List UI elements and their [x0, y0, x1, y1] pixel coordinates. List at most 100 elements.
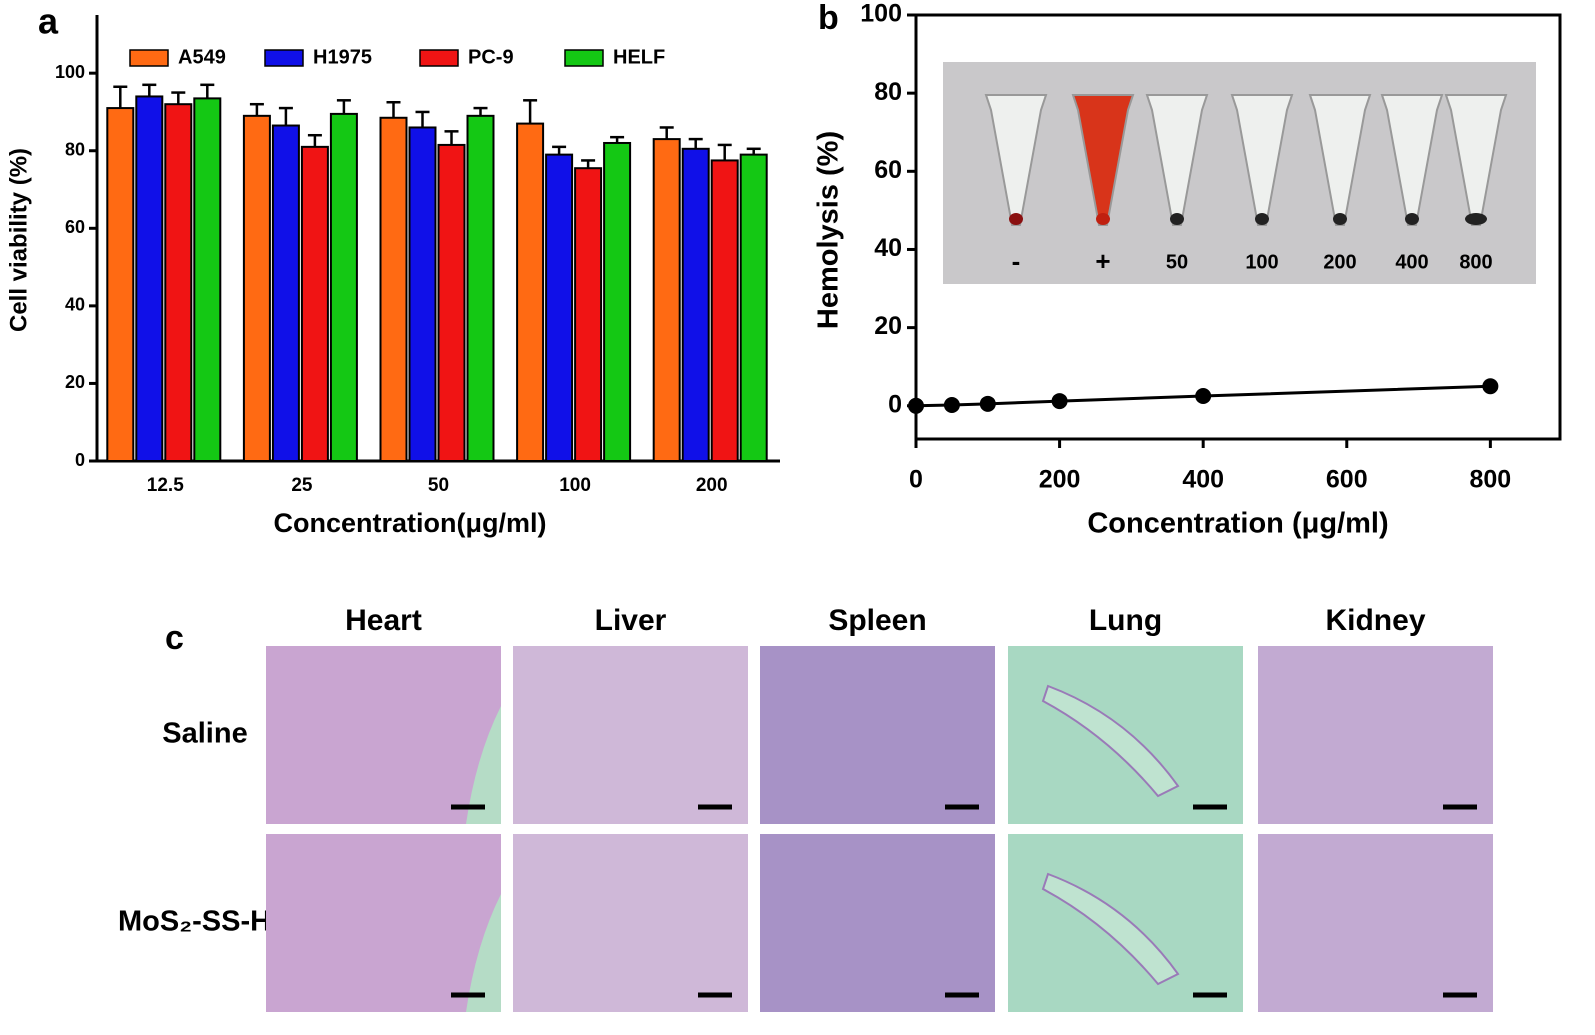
y-tick-label: 40: [65, 295, 85, 315]
plot-frame: [914, 13, 1562, 441]
heart-gap: [466, 706, 501, 824]
y-tick-label: 80: [874, 78, 902, 106]
panel-label: a: [38, 1, 59, 42]
histology-image: [266, 646, 501, 824]
bar: [193, 97, 222, 463]
panel-label: c: [165, 619, 184, 657]
bar: [603, 141, 632, 462]
inset-label: 400: [1395, 251, 1428, 273]
column-header: Liver: [595, 604, 667, 637]
tube: [1071, 94, 1135, 226]
y-tick-label: 80: [65, 139, 85, 159]
bar: [437, 143, 466, 462]
data-point: [943, 397, 960, 414]
x-axis-title: Concentration(μg/ml): [273, 508, 546, 538]
panel-label: b: [818, 0, 839, 37]
bar: [164, 103, 193, 462]
x-tick-label: 200: [696, 475, 728, 496]
pellet: [1333, 213, 1347, 225]
legend-swatch: [419, 49, 459, 67]
y-tick-label: 40: [874, 234, 902, 262]
inset-label: 800: [1459, 251, 1492, 273]
histology-image: [1258, 646, 1493, 824]
y-axis-title: Hemolysis (%): [813, 131, 845, 329]
data-point: [1482, 378, 1499, 395]
histology-image: [513, 646, 748, 824]
bar: [329, 112, 358, 462]
tube: [1145, 94, 1209, 226]
row-label: Saline: [162, 718, 247, 750]
bar: [545, 153, 574, 462]
legend-label: H1975: [313, 46, 372, 68]
inset-label: 50: [1166, 251, 1188, 273]
legend-label: A549: [178, 46, 226, 68]
bar: [271, 124, 300, 463]
x-tick-label: 25: [291, 475, 313, 496]
inset-photo: - +50 100 200 400 800: [943, 62, 1536, 284]
x-tick-label: 50: [428, 475, 449, 496]
tube: [1444, 94, 1508, 226]
bar: [106, 107, 135, 463]
histology-image: [513, 834, 748, 1012]
data-point: [1195, 388, 1212, 405]
heart-gap: [466, 894, 501, 1012]
tube: [1380, 94, 1444, 226]
tube: [984, 94, 1048, 226]
y-axis-title: Cell viability (%): [5, 148, 32, 332]
pellet: [1255, 213, 1269, 225]
x-tick-label: 400: [1182, 466, 1224, 494]
y-tick-label: 0: [75, 450, 85, 470]
legend-swatch: [564, 49, 604, 67]
legend-label: PC-9: [468, 46, 514, 68]
bar: [652, 138, 681, 463]
y-tick-label: 20: [874, 312, 902, 340]
y-tick-label: 100: [860, 0, 902, 28]
bar: [379, 116, 408, 462]
bar: [300, 145, 329, 462]
inset-label: 100: [1245, 251, 1278, 273]
row-label: MoS₂-SS-HA: [118, 906, 292, 938]
legend-swatch: [264, 49, 304, 67]
inset-label: +: [1095, 246, 1110, 276]
bar: [135, 95, 164, 462]
x-tick-label: 100: [559, 475, 591, 496]
legend-swatch: [129, 49, 169, 67]
column-header: Kidney: [1325, 604, 1425, 637]
bar: [739, 153, 768, 462]
y-tick-label: 0: [888, 390, 902, 418]
pellet: [1009, 213, 1023, 225]
histology-image: [760, 646, 995, 824]
data-point: [908, 397, 924, 414]
histology-image: [266, 834, 501, 1012]
bar: [516, 122, 545, 462]
lung-airway: [1041, 872, 1180, 986]
pellet: [1170, 213, 1184, 225]
data-point: [1051, 393, 1068, 410]
bar: [408, 126, 437, 462]
pellet: [1096, 213, 1110, 225]
y-tick-label: 20: [65, 372, 85, 392]
tube: [1230, 94, 1294, 226]
tube: [1308, 94, 1372, 226]
bar: [710, 159, 739, 462]
column-header: Heart: [345, 604, 422, 637]
bar: [466, 114, 495, 463]
lung-airway: [1041, 684, 1180, 798]
inset-label: 200: [1323, 251, 1356, 273]
y-tick-label: 60: [874, 156, 902, 184]
x-tick-label: 600: [1326, 466, 1368, 494]
x-tick-label: 800: [1469, 466, 1511, 494]
x-tick-label: 12.5: [147, 475, 184, 496]
x-tick-label: 0: [909, 466, 923, 494]
pellet: [1405, 213, 1419, 225]
histology-image: [1258, 834, 1493, 1012]
bar: [574, 167, 603, 462]
histology-image: [760, 834, 995, 1012]
column-header: Lung: [1089, 604, 1162, 637]
bar: [681, 147, 710, 463]
y-tick-label: 100: [55, 62, 85, 82]
legend-label: HELF: [613, 46, 665, 68]
bar: [242, 114, 271, 463]
